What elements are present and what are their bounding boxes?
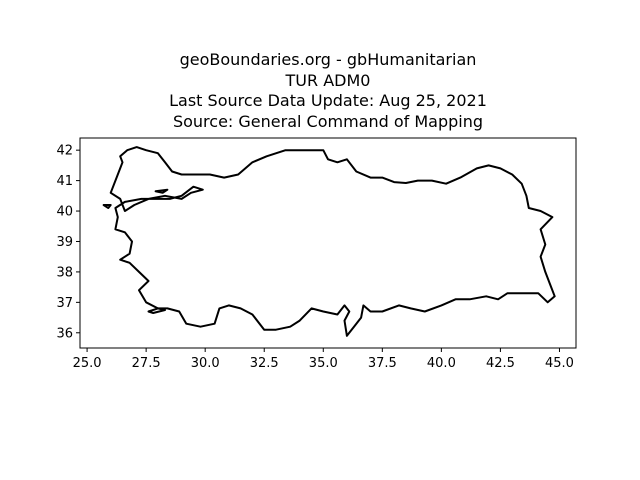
outline-layer [102, 146, 556, 337]
x-axis: 25.0 27.5 30.0 32.5 35.0 37.5 40.0 42.5 45.0 [73, 348, 574, 371]
y-tick-label: 39 [56, 235, 73, 250]
x-tick-label: 42.5 [486, 356, 515, 371]
x-tick-label: 32.5 [250, 356, 279, 371]
y-tick-label: 37 [56, 296, 73, 311]
x-tick-label: 40.0 [427, 356, 456, 371]
title-line-source: Source: General Command of Mapping [172, 111, 484, 131]
title-line-country-level: TUR ADM0 [285, 70, 371, 90]
x-tick-label: 37.5 [368, 356, 397, 371]
island-outline [154, 188, 169, 194]
island-outline [102, 204, 112, 209]
x-tick-label: 35.0 [309, 356, 338, 371]
island-outline [147, 307, 166, 314]
x-tick-label: 27.5 [132, 356, 161, 371]
title-line-update-date: Last Source Data Update: Aug 25, 2021 [169, 91, 487, 110]
x-tick-label: 25.0 [73, 356, 102, 371]
title-line-source-site: geoBoundaries.org - gbHumanitarian [179, 50, 477, 69]
y-tick-label: 36 [56, 326, 73, 341]
y-tick-label: 40 [56, 205, 73, 220]
y-tick-label: 42 [56, 144, 73, 159]
x-tick-label: 30.0 [191, 356, 220, 371]
axes-frame [79, 137, 577, 349]
y-tick-label: 41 [56, 174, 73, 189]
y-axis: 36 37 38 39 40 41 42 [56, 144, 80, 341]
map-title: geoBoundaries.org - gbHumanitarian TUR A… [0, 50, 640, 132]
country-outline [109, 146, 556, 337]
x-tick-label: 45.0 [545, 356, 574, 371]
y-tick-label: 38 [56, 265, 73, 280]
